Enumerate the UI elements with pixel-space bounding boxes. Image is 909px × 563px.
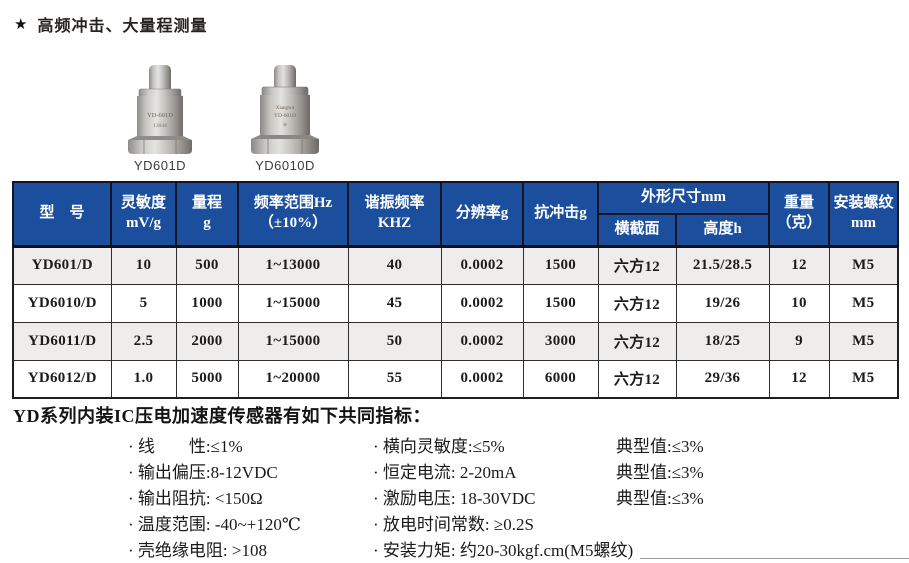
spec-item-temp-range: · 温度范围: -40~+120℃: [128, 514, 301, 534]
table-row: YD601/D 10 500 1~13000 40 0.0002 1500 六方…: [12, 245, 899, 285]
cell-thread: M5: [828, 321, 899, 361]
col-header-sensitivity: 灵敏度 mV/g: [110, 181, 177, 247]
col-header-model: 型 号: [12, 181, 112, 247]
product-photo-yd6010d: Xiangwu YD-601D ※ YD6010D: [242, 62, 328, 173]
spec-item-discharge-time: · 放电时间常数: ≥0.2S: [373, 514, 534, 534]
svg-text:13044: 13044: [153, 123, 167, 129]
svg-text:※: ※: [283, 122, 287, 128]
col-header-resonance: 谐振频率 KHZ: [347, 181, 442, 247]
cell-resonance: 45: [347, 283, 442, 323]
cell-shock: 3000: [522, 321, 599, 361]
cell-weight: 12: [768, 359, 830, 399]
product-label-yd601d: YD601D: [133, 158, 187, 173]
common-specs-list: · 线 性:≤1% · 横向灵敏度:≤5% 典型值:≤3% · 输出偏压:8-1…: [128, 431, 704, 561]
col-header-thread: 安装螺纹 mm: [828, 181, 899, 247]
cell-height: 21.5/28.5: [675, 245, 770, 285]
col-header-frequency: 频率范围Hz （±10%）: [237, 181, 349, 247]
bottom-divider: [640, 558, 909, 559]
cell-frequency: 1~15000: [237, 321, 349, 361]
cell-frequency: 1~13000: [237, 245, 349, 285]
cell-weight: 9: [768, 321, 830, 361]
cell-resolution: 0.0002: [440, 245, 524, 285]
cell-weight: 10: [768, 283, 830, 323]
cell-resonance: 55: [347, 359, 442, 399]
page-title-text: 高频冲击、大量程测量: [37, 18, 208, 35]
cell-resolution: 0.0002: [440, 283, 524, 323]
cell-range: 1000: [175, 283, 239, 323]
cell-model: YD6011/D: [12, 321, 112, 361]
cell-height: 29/36: [675, 359, 770, 399]
cell-weight: 12: [768, 245, 830, 285]
cell-model: YD6010/D: [12, 283, 112, 323]
cell-sensitivity: 1.0: [110, 359, 177, 399]
spec-typical-value: 典型值:≤3%: [616, 488, 704, 508]
cell-range: 500: [175, 245, 239, 285]
cell-thread: M5: [828, 359, 899, 399]
cell-shock: 6000: [522, 359, 599, 399]
spec-item-constant-current: · 恒定电流: 2-20mA: [373, 462, 517, 482]
col-header-height: 高度h: [675, 213, 770, 247]
cell-cross-section: 六方12: [597, 359, 677, 399]
cell-model: YD601/D: [12, 245, 112, 285]
cell-resolution: 0.0002: [440, 359, 524, 399]
spec-item-output-impedance: · 输出阻抗: <150Ω: [128, 488, 263, 508]
sensor-image-yd601d: YD-601D 13044: [128, 65, 192, 154]
cell-sensitivity: 10: [110, 245, 177, 285]
sensor-image-yd6010d: Xiangwu YD-601D ※: [251, 65, 319, 154]
cell-height: 18/25: [675, 321, 770, 361]
cell-model: YD6012/D: [12, 359, 112, 399]
svg-text:YD-601D: YD-601D: [147, 112, 173, 119]
cell-shock: 1500: [522, 283, 599, 323]
product-photo-yd601d: YD-601D 13044 YD601D: [117, 62, 203, 173]
page-title: ★ 高频冲击、大量程测量: [14, 12, 207, 36]
spec-item-excitation: · 激励电压: 18-30VDC: [373, 488, 536, 508]
spec-item-output-bias: · 输出偏压:8-12VDC: [128, 462, 278, 482]
col-header-weight: 重量 （克）: [768, 181, 830, 247]
col-header-dimensions-group: 外形尺寸mm: [597, 181, 770, 215]
cell-cross-section: 六方12: [597, 321, 677, 361]
common-specs-intro: YD系列内装IC压电加速度传感器有如下共同指标：: [13, 406, 431, 426]
spec-typical-value: 典型值:≤3%: [616, 462, 704, 482]
spec-item-transverse: · 横向灵敏度:≤5%: [373, 436, 505, 456]
cell-cross-section: 六方12: [597, 283, 677, 323]
col-header-cross-section: 横截面: [597, 213, 677, 247]
cell-height: 19/26: [675, 283, 770, 323]
svg-text:YD-601D: YD-601D: [274, 113, 296, 119]
spec-item-linearity: · 线 性:≤1%: [128, 436, 243, 456]
spec-item-insulation: · 壳绝缘电阻: >108: [128, 540, 267, 560]
col-header-resolution: 分辨率g: [440, 181, 524, 247]
spec-item-mounting-torque: · 安装力矩: 约20-30kgf.cm(M5螺纹): [373, 540, 634, 560]
cell-range: 5000: [175, 359, 239, 399]
col-header-shock: 抗冲击g: [522, 181, 599, 247]
cell-sensitivity: 2.5: [110, 321, 177, 361]
svg-text:Xiangwu: Xiangwu: [276, 106, 295, 111]
spec-table: 型 号 灵敏度 mV/g 量程 g 频率范围Hz （±10%） 谐振频率 KHZ…: [12, 181, 899, 399]
cell-frequency: 1~15000: [237, 283, 349, 323]
spec-table-header: 型 号 灵敏度 mV/g 量程 g 频率范围Hz （±10%） 谐振频率 KHZ…: [12, 181, 899, 247]
spec-typical-value: 典型值:≤3%: [616, 436, 704, 456]
cell-resonance: 40: [347, 245, 442, 285]
cell-cross-section: 六方12: [597, 245, 677, 285]
cell-shock: 1500: [522, 245, 599, 285]
cell-frequency: 1~20000: [237, 359, 349, 399]
cell-resolution: 0.0002: [440, 321, 524, 361]
star-icon: ★: [14, 16, 29, 33]
table-row: YD6011/D 2.5 2000 1~15000 50 0.0002 3000…: [12, 321, 899, 361]
cell-sensitivity: 5: [110, 283, 177, 323]
cell-thread: M5: [828, 283, 899, 323]
col-header-range: 量程 g: [175, 181, 239, 247]
cell-range: 2000: [175, 321, 239, 361]
product-label-yd6010d: YD6010D: [255, 158, 315, 173]
table-row: YD6012/D 1.0 5000 1~20000 55 0.0002 6000…: [12, 359, 899, 399]
table-row: YD6010/D 5 1000 1~15000 45 0.0002 1500 六…: [12, 283, 899, 323]
cell-thread: M5: [828, 245, 899, 285]
cell-resonance: 50: [347, 321, 442, 361]
